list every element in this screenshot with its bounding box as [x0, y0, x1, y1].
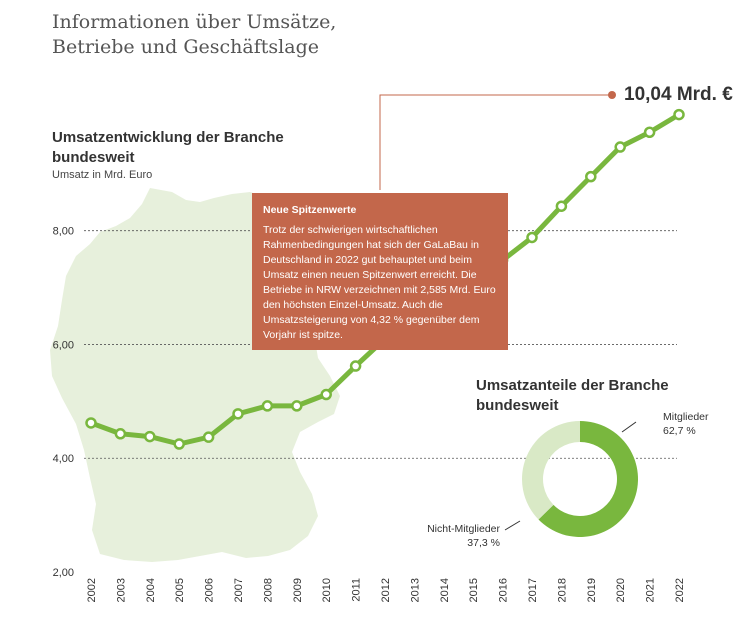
x-tick-label: 2015: [468, 578, 480, 602]
x-tick-label: 2006: [204, 578, 216, 602]
callout-dot: [608, 91, 616, 99]
x-axis-ticks: 2002 2003 2004 2005 2006 2007 2008 2009 2010 2011…: [86, 578, 686, 602]
x-tick-label: 2022: [674, 578, 686, 602]
callout-connector-line: [379, 94, 610, 190]
x-tick-label: 2002: [86, 578, 98, 602]
pie-pointer-mitglieder: [621, 421, 637, 433]
data-point: [555, 200, 568, 212]
pie-slice: [522, 421, 580, 520]
data-point: [673, 108, 685, 121]
info-box: Neue Spitzenwerte Trotz der schwierigen …: [252, 193, 508, 350]
y-tick-label: 4,00: [53, 453, 74, 465]
data-point: [585, 170, 597, 183]
donut-chart: [522, 421, 639, 537]
x-tick-label: 2018: [556, 578, 568, 602]
data-point: [643, 126, 656, 138]
x-tick-label: 2012: [380, 578, 392, 602]
data-point: [291, 400, 303, 412]
x-tick-label: 2007: [233, 578, 245, 602]
data-point: [320, 388, 332, 401]
x-tick-label: 2005: [174, 578, 186, 602]
data-point: [144, 430, 156, 443]
info-box-title: Neue Spitzenwerte: [263, 204, 357, 216]
line-chart-title-line-2: bundesweit: [52, 149, 135, 166]
x-tick-label: 2004: [145, 578, 157, 602]
pie-chart-title: Umsatzanteile der Branche bundesweit: [476, 376, 696, 416]
x-tick-label: 2016: [498, 578, 510, 602]
pie-slice: [538, 421, 639, 537]
x-tick-label: 2008: [262, 578, 274, 602]
callout-value-2022: 10,04 Mrd. €: [624, 84, 733, 105]
y-tick-label: 6,00: [53, 339, 74, 351]
line-chart-subtitle: Umsatz in Mrd. Euro: [52, 169, 153, 181]
pie-chart-title-line-2: bundesweit: [476, 397, 559, 414]
x-tick-label: 2009: [292, 578, 304, 602]
x-tick-label: 2011: [351, 578, 363, 602]
page-title-line-1: Informationen über Umsätze,: [52, 11, 337, 33]
data-point: [232, 408, 244, 420]
pie-label-nicht-mitglieder-value: 37,3 %: [467, 537, 500, 549]
line-chart-title: Umsatzentwicklung der Branche bundesweit: [52, 128, 312, 168]
data-point: [202, 431, 215, 443]
data-point: [614, 141, 626, 153]
pie-label-nicht-mitglieder-name: Nicht-Mitglieder: [427, 523, 500, 535]
pie-label-mitglieder: Mitglieder 62,7 %: [663, 410, 709, 438]
info-box-text: Trotz der schwierigen wirtschaftlichen R…: [263, 224, 496, 341]
x-tick-label: 2021: [645, 578, 657, 602]
pie-label-nicht-mitglieder: Nicht-Mitglieder 37,3 %: [410, 522, 500, 550]
x-tick-label: 2010: [321, 578, 333, 602]
pie-pointer-nicht-mitglieder: [504, 520, 521, 531]
data-point: [85, 417, 97, 429]
pie-chart-title-line-1: Umsatzanteile der Branche: [476, 377, 669, 394]
line-chart-title-line-1: Umsatzentwicklung der Branche: [52, 129, 284, 146]
page-title-line-2: Betriebe und Geschäftslage: [52, 36, 319, 58]
x-tick-label: 2003: [115, 578, 127, 602]
pie-label-mitglieder-value: 62,7 %: [663, 425, 696, 437]
y-tick-label: 8,00: [53, 226, 74, 238]
y-axis-ticks: 2,00 4,00 6,00 8,00: [53, 226, 74, 579]
x-tick-label: 2020: [615, 578, 627, 602]
data-point: [261, 400, 274, 412]
data-point: [349, 360, 362, 372]
page-title: Informationen über Umsätze, Betriebe und…: [52, 10, 452, 60]
x-tick-label: 2013: [409, 578, 421, 602]
x-tick-label: 2019: [586, 578, 598, 602]
data-point: [526, 231, 538, 244]
pie-label-mitglieder-name: Mitglieder: [663, 411, 709, 423]
x-tick-label: 2017: [527, 578, 539, 602]
data-point: [173, 438, 185, 450]
x-tick-label: 2014: [439, 578, 451, 602]
y-tick-label: 2,00: [53, 567, 74, 579]
data-point: [114, 428, 127, 440]
